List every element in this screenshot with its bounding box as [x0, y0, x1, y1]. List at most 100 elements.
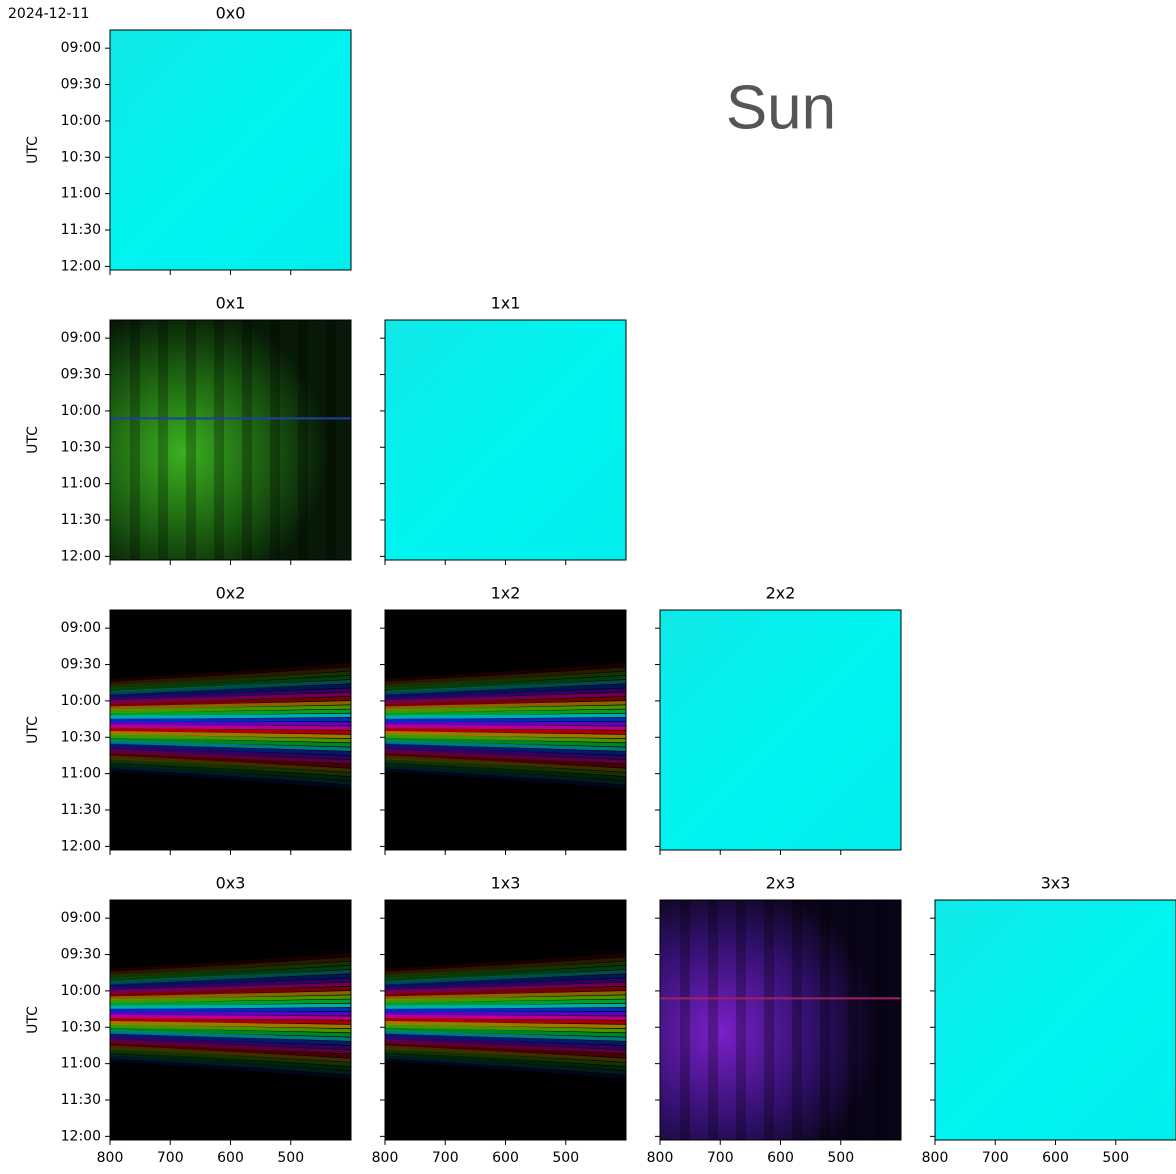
x-tick-label: 700	[432, 1150, 459, 1166]
band	[764, 900, 774, 1140]
y-tick-label: 12:00	[61, 258, 101, 274]
shade	[110, 610, 351, 850]
annotation: Sun	[726, 73, 836, 142]
band	[680, 900, 690, 1140]
panel-title: 0x3	[216, 874, 246, 893]
figure: 2024-12-11 Sun 0x009:0009:3010:0010:3011…	[0, 0, 1176, 1170]
y-tick-label: 11:30	[61, 802, 101, 818]
panel: 2x2	[655, 584, 901, 856]
x-tick-label: 700	[982, 1150, 1009, 1166]
x-tick-label: 800	[922, 1150, 949, 1166]
panel-image	[385, 610, 626, 850]
y-tick-label: 09:30	[61, 77, 101, 93]
y-tick-label: 09:30	[61, 947, 101, 963]
band	[270, 320, 280, 560]
y-tick-label: 12:00	[61, 1128, 101, 1144]
panel: 3x3 800 700 600 500	[922, 874, 1176, 1167]
panel-title: 3x3	[1041, 874, 1071, 893]
band	[158, 320, 168, 560]
y-tick-label: 10:30	[61, 1019, 101, 1035]
band	[792, 900, 802, 1140]
band	[876, 900, 886, 1140]
x-tick-label: 500	[827, 1150, 854, 1166]
image-fill	[110, 320, 351, 560]
y-tick-label: 10:30	[61, 149, 101, 165]
y-axis-label: UTC	[25, 716, 41, 744]
panel-title: 2x2	[766, 584, 796, 603]
y-tick-label: 10:30	[61, 729, 101, 745]
y-tick-label: 12:00	[61, 838, 101, 854]
panel: 1x2	[380, 584, 626, 856]
y-axis-label: UTC	[25, 1006, 41, 1034]
panel-image	[660, 900, 901, 1140]
band	[820, 900, 830, 1140]
panel-image	[385, 900, 626, 1140]
image-fill	[935, 900, 1176, 1140]
y-tick-label: 11:00	[61, 186, 101, 202]
panel-title: 1x2	[491, 584, 521, 603]
image-fill	[660, 900, 901, 1140]
x-tick-label: 700	[707, 1150, 734, 1166]
panel: 0x2 09:00 09:30 10:00 10:30 11:00 11:30 12:00 UT…	[25, 584, 351, 856]
y-axis-label: UTC	[25, 426, 41, 454]
band	[736, 900, 746, 1140]
x-tick-label: 500	[1102, 1150, 1129, 1166]
x-tick-label: 600	[492, 1150, 519, 1166]
y-tick-label: 10:30	[61, 439, 101, 455]
y-tick-label: 11:30	[61, 1092, 101, 1108]
panel-title: 1x1	[491, 294, 521, 313]
x-tick-label: 800	[647, 1150, 674, 1166]
band	[242, 320, 252, 560]
y-axis-label: UTC	[25, 136, 41, 164]
band	[186, 320, 196, 560]
panel-image	[110, 610, 351, 850]
date-label: 2024-12-11	[8, 6, 89, 22]
image-fill	[660, 610, 901, 850]
x-tick-label: 800	[97, 1150, 124, 1166]
panel-title: 1x3	[491, 874, 521, 893]
band	[326, 320, 336, 560]
x-tick-label: 600	[767, 1150, 794, 1166]
y-tick-label: 10:00	[61, 693, 101, 709]
y-tick-label: 09:00	[61, 40, 101, 56]
y-tick-label: 10:00	[61, 983, 101, 999]
y-tick-label: 09:00	[61, 910, 101, 926]
panel: 0x109:0009:3010:0010:3011:0011:3012:00UT…	[25, 294, 351, 566]
panel-image	[385, 320, 626, 560]
shade	[385, 900, 626, 1140]
y-tick-label: 11:00	[61, 766, 101, 782]
panel: 0x009:0009:3010:0010:3011:0011:3012:00UT…	[25, 4, 351, 276]
panel-image	[660, 610, 901, 850]
y-tick-label: 11:30	[61, 512, 101, 528]
band	[708, 900, 718, 1140]
y-tick-label: 09:30	[61, 657, 101, 673]
y-tick-label: 09:30	[61, 367, 101, 383]
y-tick-label: 10:00	[61, 403, 101, 419]
band	[848, 900, 858, 1140]
panel: 0x3 800 700 600 500 09:00 09:30 10:00 10:30 11:00…	[25, 874, 351, 1167]
x-tick-label: 700	[157, 1150, 184, 1166]
x-tick-label: 500	[277, 1150, 304, 1166]
band	[298, 320, 308, 560]
panel: 1x3 800 700 600 500	[372, 874, 626, 1167]
x-tick-label: 800	[372, 1150, 399, 1166]
panel-image	[110, 900, 351, 1140]
y-tick-label: 11:00	[61, 476, 101, 492]
y-tick-label: 09:00	[61, 620, 101, 636]
shade	[385, 610, 626, 850]
y-tick-label: 11:30	[61, 222, 101, 238]
band	[214, 320, 224, 560]
image-fill	[385, 320, 626, 560]
x-tick-label: 500	[552, 1150, 579, 1166]
y-tick-label: 11:00	[61, 1056, 101, 1072]
image-fill	[110, 30, 351, 270]
y-tick-label: 09:00	[61, 330, 101, 346]
x-tick-label: 600	[1042, 1150, 1069, 1166]
panel-image	[110, 320, 351, 560]
x-tick-label: 600	[217, 1150, 244, 1166]
panel: 2x3 800 700 600 500	[647, 874, 901, 1167]
panel: 1x1	[380, 294, 626, 566]
panel-title: 0x2	[216, 584, 246, 603]
band	[130, 320, 140, 560]
panel-title: 2x3	[766, 874, 796, 893]
